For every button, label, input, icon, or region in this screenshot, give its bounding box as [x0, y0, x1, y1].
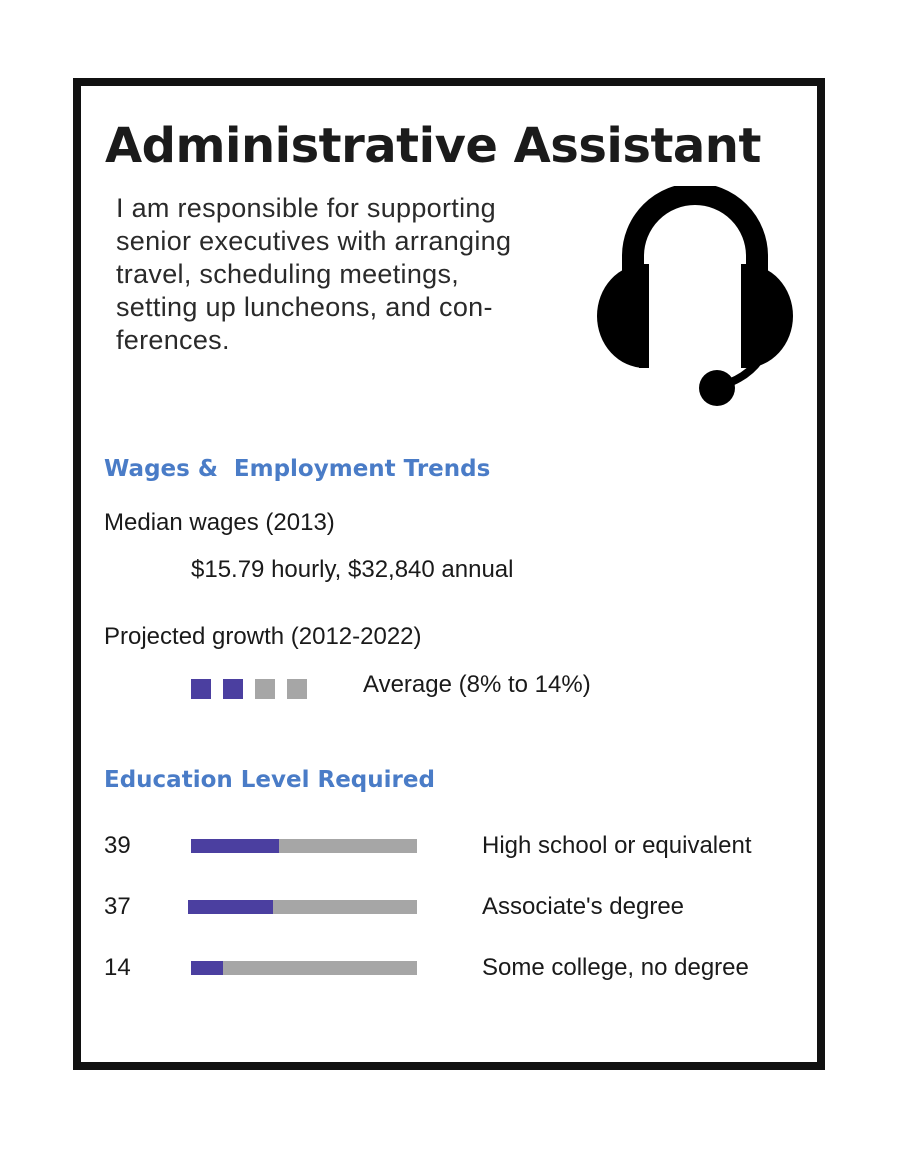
description-line: senior executives with arranging	[116, 226, 512, 256]
median-wages-value: $15.79 hourly, $32,840 annual	[191, 556, 514, 583]
headset-icon	[597, 186, 793, 406]
growth-square-empty	[255, 679, 275, 699]
education-bar-fill	[191, 839, 279, 853]
education-bar-fill	[188, 900, 273, 914]
education-percent: 14	[104, 954, 131, 981]
education-percent: 39	[104, 832, 131, 859]
median-wages-label: Median wages (2013)	[104, 509, 335, 536]
page-title: Administrative Assistant	[105, 118, 761, 174]
description-line: I am responsible for supporting	[116, 193, 496, 223]
projected-growth-value: Average (8% to 14%)	[363, 671, 591, 698]
education-label: Some college, no degree	[482, 954, 749, 981]
education-heading: Education Level Required	[104, 767, 435, 793]
description-line: ferences.	[116, 325, 230, 355]
education-bar-fill	[191, 961, 223, 975]
description-line: setting up luncheons, and con-	[116, 292, 493, 322]
education-percent: 37	[104, 893, 131, 920]
education-bar	[191, 839, 417, 853]
education-bar	[191, 961, 417, 975]
growth-square-filled	[191, 679, 211, 699]
growth-square-empty	[287, 679, 307, 699]
wages-heading: Wages & Employment Trends	[104, 456, 491, 482]
education-label: High school or equivalent	[482, 832, 752, 859]
projected-growth-label: Projected growth (2012-2022)	[104, 623, 422, 650]
growth-square-filled	[223, 679, 243, 699]
description-line: travel, scheduling meetings,	[116, 259, 460, 289]
career-card: Administrative Assistant I am responsibl…	[73, 78, 825, 1070]
education-bar	[188, 900, 417, 914]
job-description: I am responsible for supporting senior e…	[116, 192, 576, 357]
education-label: Associate's degree	[482, 893, 685, 920]
